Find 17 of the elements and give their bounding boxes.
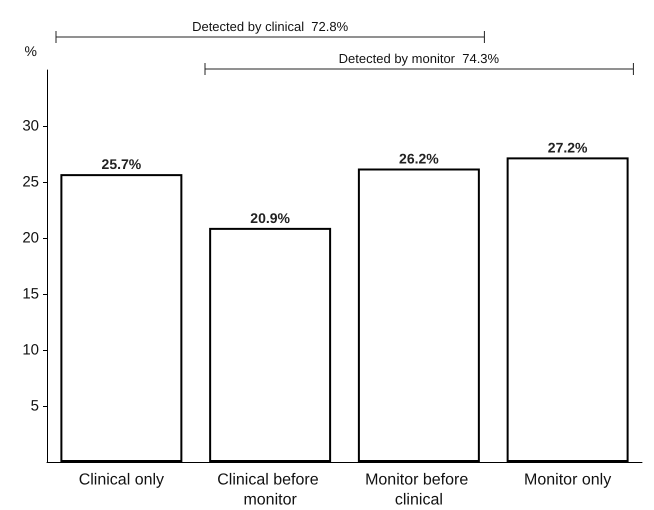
y-tick-label: 25: [22, 174, 39, 190]
y-axis-title: %: [24, 43, 37, 59]
x-tick-label: Clinical only: [78, 472, 164, 488]
text: Detected by monitor 74.3%: [338, 51, 500, 66]
data-label: 25.7%: [102, 156, 142, 172]
x-tick-label: Monitor before clinical: [365, 472, 473, 508]
data-label: 27.2%: [548, 139, 588, 156]
x-tick-label: Clinical before monitor: [217, 472, 324, 508]
text: Detected by clinical 72.8%: [192, 19, 349, 34]
y-tick-label: 30: [22, 118, 39, 134]
y-tick-label: 20: [22, 230, 39, 246]
y-tick-label: 15: [22, 286, 39, 302]
x-tick-label: Monitor only: [524, 472, 612, 488]
data-label: 20.9%: [250, 210, 291, 226]
data-label: 26.2%: [399, 150, 440, 167]
y-tick-label: 5: [30, 398, 39, 414]
y-tick-label: 10: [22, 342, 39, 358]
